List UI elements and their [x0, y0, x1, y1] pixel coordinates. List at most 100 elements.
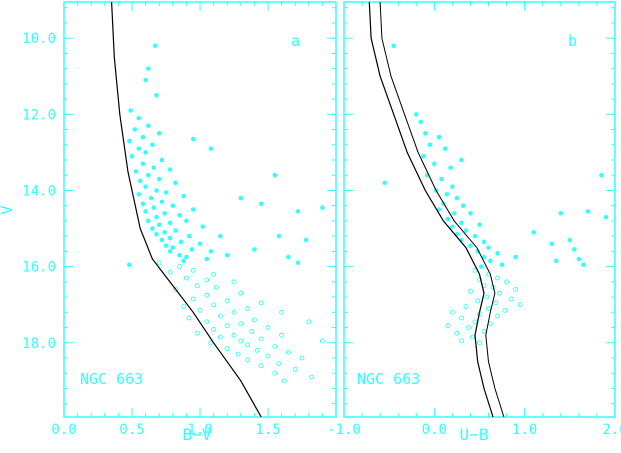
field-star-point — [495, 313, 501, 319]
member-star-point — [184, 254, 189, 260]
member-star-point — [295, 260, 301, 266]
field-star-point — [502, 307, 508, 313]
field-star-point — [204, 292, 210, 298]
member-star-point — [173, 180, 178, 186]
field-star-point — [454, 330, 460, 336]
member-star-point — [479, 264, 484, 269]
member-star-point — [156, 176, 162, 182]
member-star-point — [272, 172, 278, 178]
member-star-point — [448, 165, 453, 170]
panel-a-ticks: 0.0 0.5 1.0 1.5 10.0 12.0 14.0 16.0 18.0 — [22, 2, 337, 438]
member-star-point — [156, 222, 162, 228]
field-star-point — [217, 334, 223, 340]
field-star-point — [231, 279, 237, 285]
field-star-point — [477, 340, 482, 346]
member-star-point — [442, 146, 448, 151]
field-star-point — [458, 315, 464, 321]
member-star-point — [549, 241, 555, 247]
field-star-point — [194, 283, 200, 289]
y-tick-label: 18.0 — [22, 336, 56, 352]
member-star-point — [303, 237, 309, 243]
member-star-point — [150, 226, 155, 231]
member-star-point — [146, 218, 151, 224]
member-star-point — [128, 108, 133, 113]
member-star-point — [146, 66, 151, 71]
field-star-point — [495, 275, 501, 281]
member-star-point — [140, 161, 146, 167]
member-star-point — [178, 239, 184, 245]
field-star-point — [319, 338, 325, 344]
field-star-point — [265, 353, 271, 359]
field-star-point — [238, 290, 244, 296]
member-star-point — [238, 195, 244, 201]
field-star-point — [156, 260, 162, 266]
member-star-point — [423, 131, 428, 136]
field-star-point — [272, 344, 278, 350]
field-star-point — [272, 370, 278, 376]
field-star-point — [493, 300, 499, 306]
member-star-point — [603, 214, 609, 220]
member-star-point — [460, 203, 466, 208]
member-star-point — [418, 119, 424, 125]
member-star-point — [154, 188, 159, 193]
field-star-point — [458, 338, 464, 344]
field-star-point — [472, 319, 478, 325]
panel-a-points — [126, 43, 325, 384]
member-star-point — [468, 211, 473, 216]
panel-a-cluster-label: NGC 663 — [80, 370, 143, 388]
field-star-point — [258, 336, 264, 342]
field-star-point — [475, 298, 481, 304]
member-star-point — [154, 92, 159, 98]
x-tick-label: 0.5 — [119, 422, 144, 438]
panel-a-frame — [63, 1, 337, 418]
field-star-point — [224, 298, 230, 304]
field-star-point — [265, 325, 271, 330]
member-star-point — [445, 216, 451, 222]
field-star-point — [249, 328, 255, 334]
member-star-point — [162, 211, 167, 216]
member-star-point — [177, 212, 182, 218]
member-star-point — [477, 222, 482, 228]
field-star-point — [186, 315, 192, 321]
member-star-point — [197, 241, 203, 247]
field-star-point — [468, 288, 473, 294]
field-star-point — [258, 300, 264, 306]
member-star-point — [320, 205, 325, 210]
field-star-point — [281, 378, 287, 384]
field-star-point — [211, 326, 217, 332]
member-star-point — [184, 218, 189, 224]
field-star-point — [213, 285, 219, 291]
field-star-point — [183, 275, 189, 281]
panel-b-letter: b — [568, 32, 577, 50]
field-star-point — [517, 302, 523, 308]
member-star-point — [599, 172, 604, 178]
member-star-point — [513, 254, 518, 260]
member-star-point — [162, 230, 167, 235]
field-star-point — [235, 351, 241, 357]
field-star-point — [513, 287, 519, 292]
isochrone-line — [111, 1, 262, 418]
field-star-point — [285, 349, 291, 355]
field-star-point — [211, 271, 217, 277]
field-star-point — [445, 323, 451, 329]
member-star-point — [567, 237, 573, 243]
panel-b-x-axis-label: U−B — [460, 425, 489, 444]
panel-a-isochrone — [111, 1, 262, 418]
member-star-point — [463, 228, 469, 233]
member-star-point — [181, 258, 186, 264]
field-star-point — [306, 319, 312, 325]
member-star-point — [454, 195, 460, 201]
member-star-point — [499, 262, 505, 268]
member-star-point — [450, 224, 455, 229]
panel-b-points — [382, 43, 609, 346]
member-star-point — [200, 224, 206, 229]
member-star-point — [432, 161, 437, 167]
member-star-point — [140, 201, 146, 207]
x-tick-label: 2.0 — [602, 422, 621, 438]
member-star-point — [468, 243, 473, 248]
field-star-point — [463, 304, 469, 310]
member-star-point — [444, 191, 450, 197]
member-star-point — [151, 165, 157, 170]
member-star-point — [167, 167, 173, 172]
member-star-point — [132, 127, 138, 132]
